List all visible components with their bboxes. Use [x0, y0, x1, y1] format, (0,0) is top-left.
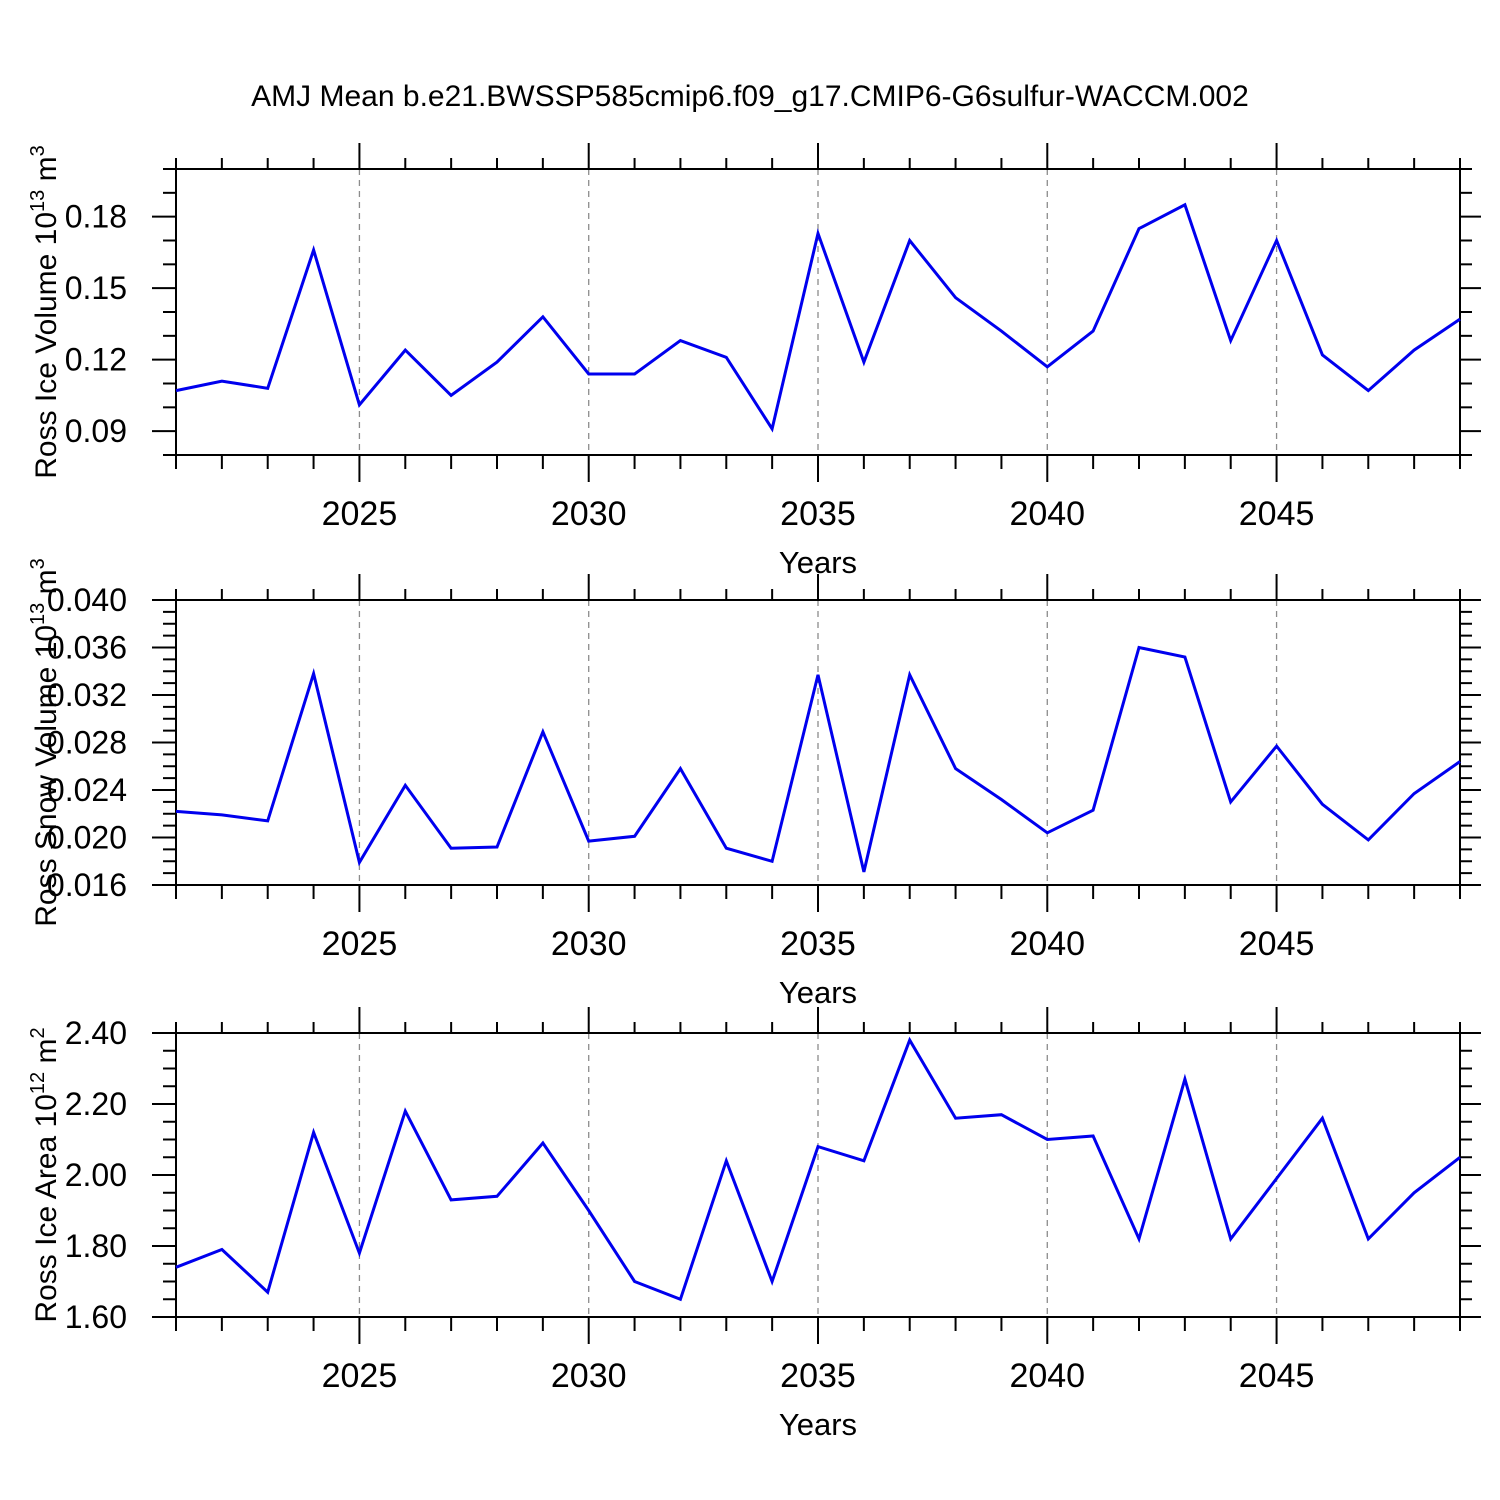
plot-frame: [175, 1032, 1461, 1318]
y-axis-label: Ross Snow Volume 1013 m3: [27, 558, 63, 927]
y-tick-label: 0.016: [47, 867, 127, 903]
y-tick-label: 0.036: [47, 630, 127, 666]
x-axis-label: Years: [779, 1407, 857, 1442]
y-tick-label: 2.40: [65, 1015, 127, 1051]
panel-ross-snow-volume: 0.016 0.020 0.024 0.028 0.032 0.036 0.040 2025 2…: [27, 558, 1481, 1010]
x-tick-label: 2035: [780, 925, 856, 963]
x-axis-label: Years: [779, 975, 857, 1010]
series-line-ross-snow-volume: [175, 645, 1461, 873]
series-line-ross-ice-area: [175, 1036, 1461, 1302]
y-tick-label: 0.12: [65, 342, 127, 378]
y-tick-label: 0.032: [47, 677, 127, 713]
x-tick-label: 2030: [551, 495, 627, 533]
y-tick-label: 1.80: [65, 1228, 127, 1264]
x-tick-label: 2025: [322, 925, 398, 963]
x-tick-label: 2035: [780, 1357, 856, 1395]
plot-frame: [175, 599, 1461, 886]
x-tick-label: 2030: [551, 1357, 627, 1395]
x-tick-label: 2045: [1239, 925, 1315, 963]
y-tick-label: 0.040: [47, 582, 127, 618]
y-axis-label: Ross Ice Area 1012 m2: [27, 1027, 63, 1322]
x-tick-label: 2040: [1009, 495, 1085, 533]
y-tick-label: 0.09: [65, 413, 127, 449]
x-tick-label: 2035: [780, 495, 856, 533]
y-tick-label: 0.020: [47, 820, 127, 856]
y-axis-label: Ross Ice Volume 1013 m3: [27, 145, 63, 479]
y-tick-label: 0.15: [65, 270, 127, 306]
x-tick-label: 2025: [322, 495, 398, 533]
plot-frame: [175, 168, 1461, 456]
series-line-ross-ice-volume: [175, 202, 1461, 433]
y-tick-label: 0.028: [47, 725, 127, 761]
figure-title: AMJ Mean b.e21.BWSSP585cmip6.f09_g17.CMI…: [251, 80, 1249, 113]
panel-ross-ice-area: 1.60 1.80 2.00 2.20 2.40 2025 2030 2035 2040 2045…: [27, 1007, 1481, 1442]
x-tick-label: 2030: [551, 925, 627, 963]
y-tick-label: 0.18: [65, 199, 127, 235]
y-tick-label: 2.00: [65, 1157, 127, 1193]
y-tick-label: 2.20: [65, 1086, 127, 1122]
x-tick-label: 2040: [1009, 1357, 1085, 1395]
x-tick-label: 2045: [1239, 1357, 1315, 1395]
x-tick-label: 2025: [322, 1357, 398, 1395]
x-tick-label: 2040: [1009, 925, 1085, 963]
y-tick-label: 0.024: [47, 772, 127, 808]
x-tick-label: 2045: [1239, 495, 1315, 533]
y-tick-label: 1.60: [65, 1299, 127, 1335]
